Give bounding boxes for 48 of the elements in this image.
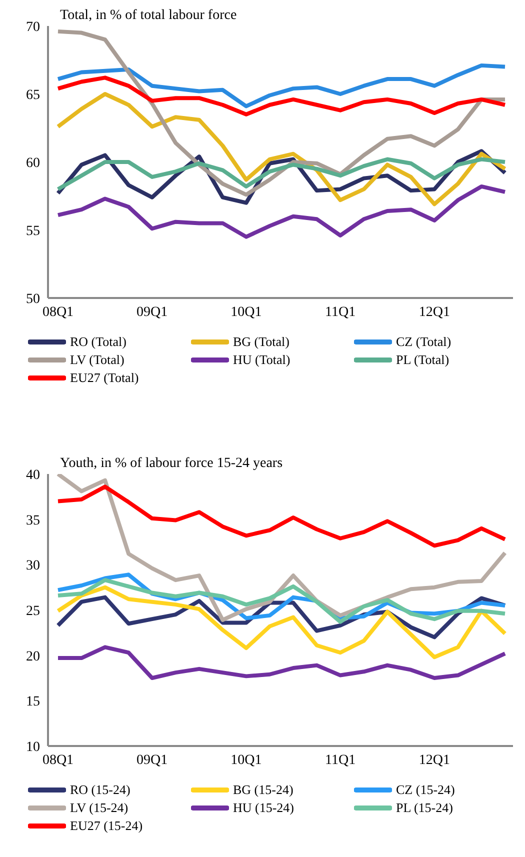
x-tick-label: 09Q1 xyxy=(136,752,168,768)
y-tick-label: 60 xyxy=(26,156,40,171)
y-tick-label: 10 xyxy=(26,740,40,755)
line-series xyxy=(56,29,507,197)
line-series xyxy=(56,645,507,680)
y-tick-label: 65 xyxy=(26,88,40,103)
line-series xyxy=(56,76,507,116)
line-series xyxy=(56,484,507,548)
x-tick-label: 12Q1 xyxy=(418,752,450,768)
y-tick-label: 25 xyxy=(26,604,40,619)
legend-label: LV (Total) xyxy=(70,352,124,368)
legend-label: CZ (15-24) xyxy=(396,782,455,798)
legend-label: BG (Total) xyxy=(233,334,290,350)
x-tick-label: 10Q1 xyxy=(230,304,262,320)
legend-label: EU27 (15-24) xyxy=(70,818,143,834)
y-tick-label: 50 xyxy=(26,292,40,307)
line-series xyxy=(56,585,507,660)
legend-label: PL (Total) xyxy=(396,352,450,368)
legend-label: RO (Total) xyxy=(70,334,126,350)
x-tick-label: 11Q1 xyxy=(325,304,356,320)
x-tick-label: 08Q1 xyxy=(42,304,74,320)
line-series xyxy=(56,157,507,192)
legend-label: PL (15-24) xyxy=(396,800,453,816)
line-series xyxy=(56,92,507,206)
legend-label: HU (15-24) xyxy=(233,800,294,816)
y-tick-label: 55 xyxy=(26,224,40,239)
legend-label: RO (15-24) xyxy=(70,782,130,798)
legend-label: HU (Total) xyxy=(233,352,290,368)
line-series xyxy=(56,184,507,239)
y-tick-label: 20 xyxy=(26,649,40,664)
line-series xyxy=(56,63,507,108)
y-tick-label: 15 xyxy=(26,694,40,710)
x-tick-label: 12Q1 xyxy=(418,304,450,320)
y-tick-label: 70 xyxy=(26,20,40,35)
x-tick-label: 10Q1 xyxy=(230,752,262,768)
x-tick-label: 11Q1 xyxy=(325,752,356,768)
legend-label: BG (15-24) xyxy=(233,782,294,798)
line-series xyxy=(56,578,507,624)
legend-label: LV (15-24) xyxy=(70,800,128,816)
y-tick-label: 40 xyxy=(26,468,40,483)
x-tick-label: 09Q1 xyxy=(136,304,168,320)
legend-label: EU27 (Total) xyxy=(70,370,139,386)
x-tick-label: 08Q1 xyxy=(42,752,74,768)
chart-title: Youth, in % of labour force 15-24 years xyxy=(60,456,283,472)
legend-label: CZ (Total) xyxy=(396,334,452,350)
chart-title: Total, in % of total labour force xyxy=(60,8,237,24)
y-tick-label: 30 xyxy=(26,558,40,574)
y-tick-label: 35 xyxy=(26,513,40,528)
